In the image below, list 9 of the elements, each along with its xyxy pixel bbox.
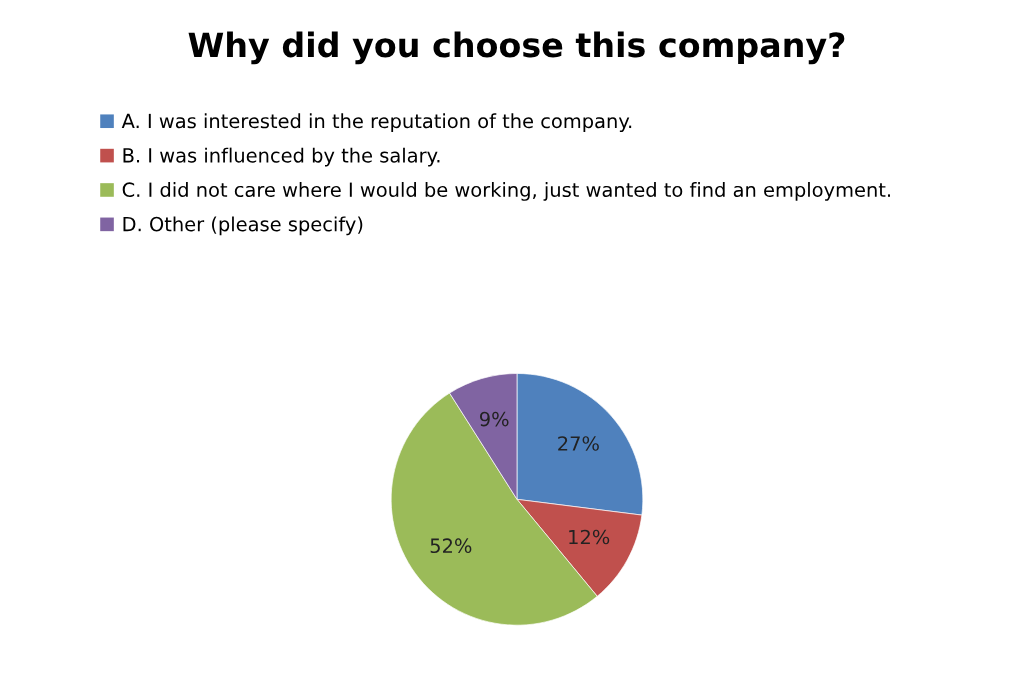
data-label: 27% [558, 436, 599, 451]
legend-label: D. Other (please specify) [123, 216, 363, 236]
chart-title: Why did you choose this company? [188, 31, 845, 65]
legend-label: C. I did not care where I would be working, just wanted to find an employment. [122, 182, 891, 201]
data-label: 9% [479, 411, 509, 427]
data-label: 12% [569, 529, 610, 545]
legend-label: A. I was interested in the reputation of the company. [121, 113, 632, 133]
legend-label: B. I was influenced by the salary. [123, 147, 440, 167]
data-label: 52% [430, 538, 472, 554]
